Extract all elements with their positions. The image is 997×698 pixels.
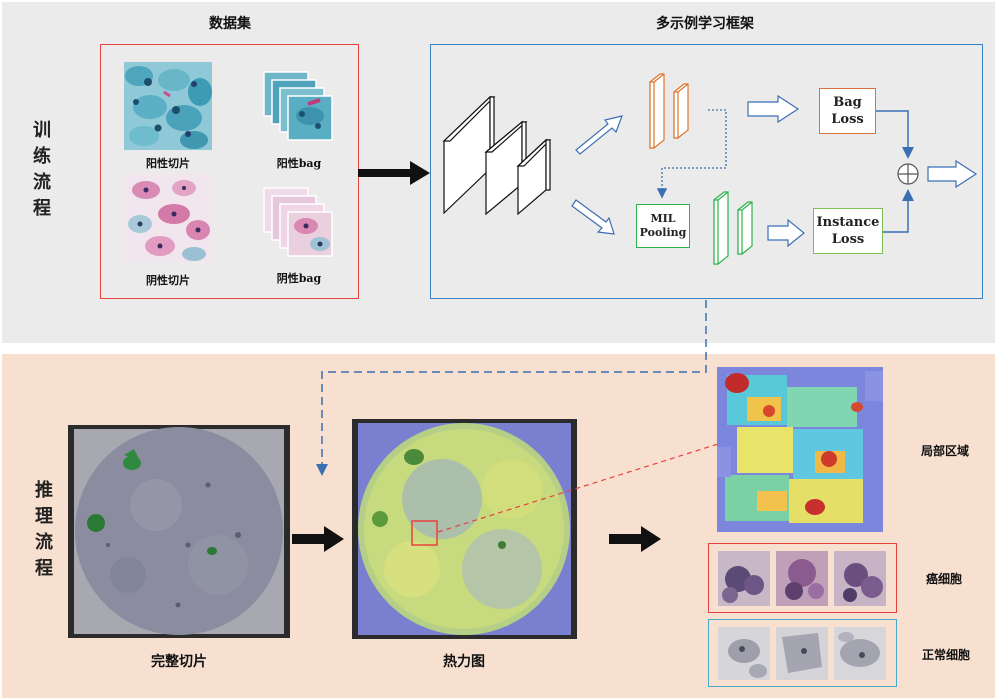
inference-label-char: 理 — [35, 506, 53, 527]
local-region-image — [717, 367, 883, 532]
negative-bag-image — [263, 187, 333, 257]
dotted-connector — [656, 109, 727, 199]
mil-pooling-line: Pooling — [639, 226, 687, 239]
normal-cell-tile — [776, 627, 828, 680]
inference-label-char: 推 — [35, 480, 53, 501]
normal-cell-tile — [834, 627, 886, 680]
training-side-label: 训 练 流 程 — [31, 118, 53, 222]
heatmap-roi-box — [411, 520, 438, 546]
inference-label-char: 程 — [35, 558, 53, 579]
framework-to-heatmap-connector — [316, 300, 707, 476]
heatmap-caption: 热力图 — [443, 654, 485, 670]
sum-node — [897, 163, 919, 185]
normal-cell-images — [718, 627, 886, 680]
bag-to-sum-line — [876, 110, 914, 159]
bag-loss-line: Loss — [831, 112, 864, 127]
heatmap-image — [352, 419, 577, 639]
training-label-char: 训 — [33, 120, 51, 141]
cnn-layer-3 — [516, 138, 552, 216]
dataset-to-framework-arrow — [358, 161, 430, 185]
cancer-cell-images — [718, 551, 886, 606]
normal-cell-tile — [718, 627, 770, 680]
instance-loss-line: Loss — [831, 232, 865, 247]
normal-cells-box — [708, 619, 897, 687]
up-branch-arrow — [575, 115, 623, 155]
positive-slide-image — [124, 62, 212, 150]
output-arrow — [927, 159, 978, 189]
dataset-caption-negative-bag: 阴性bag — [276, 272, 322, 285]
framework-box — [430, 44, 983, 299]
full-slide-image — [68, 425, 290, 638]
to-bag-loss-arrow — [747, 94, 800, 124]
cancer-cell-tile — [776, 551, 828, 606]
cancer-cell-tile — [718, 551, 770, 606]
training-label-char: 流 — [33, 172, 51, 193]
inference-label-char: 流 — [35, 532, 53, 553]
framework-diagram — [442, 73, 978, 265]
instance-to-sum-line — [882, 189, 914, 233]
training-label-char: 练 — [33, 146, 51, 167]
cancer-cells-box — [708, 543, 897, 613]
dataset-caption-positive-bag: 阳性bag — [276, 157, 322, 170]
negative-slide-image — [124, 174, 212, 262]
instance-loss-box: Instance Loss — [813, 208, 883, 254]
down-branch-arrow — [571, 199, 615, 235]
bag-loss-box: Bag Loss — [819, 88, 876, 134]
framework-title: 多示例学习框架 — [656, 16, 754, 32]
dataset-title: 数据集 — [209, 16, 251, 32]
local-region-label: 局部区域 — [921, 444, 970, 458]
bag-loss-line: Bag — [833, 95, 862, 110]
dataset-caption-positive-slide: 阳性切片 — [146, 157, 190, 170]
cancer-cell-tile — [834, 551, 886, 606]
full-slide-caption: 完整切片 — [151, 654, 207, 670]
mil-pooling-line: MIL — [650, 212, 676, 225]
mil-pooling-box: MIL Pooling — [636, 204, 690, 248]
training-label-char: 程 — [33, 198, 51, 219]
roi-connector — [437, 443, 719, 533]
positive-bag-image — [263, 71, 333, 141]
slide-to-heatmap-arrow — [292, 526, 344, 552]
to-instance-loss-arrow — [767, 218, 805, 248]
cancer-cell-label: 癌细胞 — [926, 572, 963, 586]
inference-side-label: 推 理 流 程 — [33, 478, 55, 582]
heatmap-to-results-arrow — [609, 526, 661, 552]
normal-cell-label: 正常细胞 — [922, 648, 971, 662]
dataset-caption-negative-slide: 阴性切片 — [146, 274, 190, 287]
instance-loss-line: Instance — [816, 215, 880, 230]
